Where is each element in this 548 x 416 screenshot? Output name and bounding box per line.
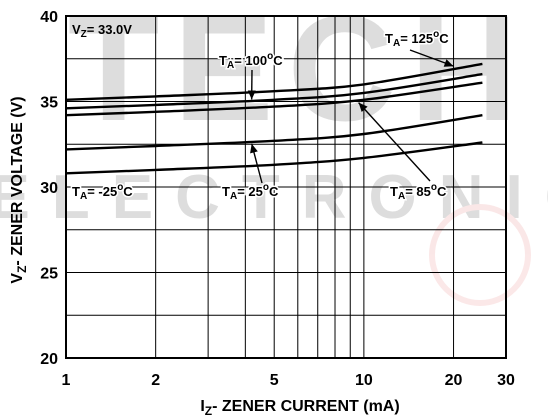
temp-label-85-unit: C [437, 184, 447, 199]
x-axis-title: IZ- ZENER CURRENT (mA) [200, 398, 399, 416]
watermark-line1: TECH [68, 0, 532, 152]
x-axis-title-rest: - ZENER CURRENT (mA) [212, 398, 400, 415]
temp-label-25-main: T [222, 184, 230, 199]
series-lines [65, 62, 483, 175]
temp-label-125: TA= 125oC [385, 29, 449, 49]
temp-label-85-deg: o [431, 182, 437, 193]
plot-frame [65, 15, 507, 359]
vz-label: VZ= 33.0V [72, 22, 132, 40]
temperature-labels: TA= -25oC TA= 25oC TA= 85oC TA= 100oC TA… [71, 28, 451, 204]
temp-label-m25-deg: o [117, 182, 123, 193]
temp-label-85: TA= 85oC [390, 182, 447, 202]
temp-label-125-sub: A [393, 38, 400, 49]
annotation-arrow-head [250, 143, 258, 154]
temp-label-25-unit: C [269, 184, 279, 199]
temp-label-85-main: T [390, 184, 398, 199]
temp-label-100-main: T [219, 53, 227, 68]
annotation-arrow-head [358, 102, 368, 112]
grid [66, 16, 506, 358]
x-tick-label: 10 [355, 372, 373, 389]
temp-label-100-deg: o [267, 51, 273, 62]
x-tick-label: 20 [445, 372, 463, 389]
y-axis-title: VZ- ZENER VOLTAGE (V) [9, 96, 29, 283]
temp-label-125-main: T [385, 31, 393, 46]
vz-label-main: V [72, 22, 81, 37]
temp-label-85-sub: A [398, 191, 405, 202]
y-tick-labels: 20 25 30 35 40 [40, 9, 58, 368]
annotation-arrow-head [247, 90, 256, 100]
y-tick-label: 35 [40, 95, 58, 112]
y-axis-title-sub: Z [15, 266, 29, 273]
annotation-arrows [247, 49, 454, 184]
temp-label-m25-rest: = -25 [87, 184, 117, 199]
temp-label-125-rest: = 125 [400, 31, 433, 46]
watermark-circle-mark [429, 204, 531, 306]
y-tick-label: 25 [40, 266, 58, 283]
series-line [65, 72, 483, 110]
temp-label-25: TA= 25oC [222, 182, 279, 202]
vz-label-sub: Z [81, 29, 87, 40]
y-axis-title-rest: - ZENER VOLTAGE (V) [9, 96, 26, 265]
temp-label-100-sub: A [227, 60, 234, 71]
temp-label-100-rest: = 100 [234, 53, 267, 68]
x-axis-title-sub: Z [205, 404, 212, 416]
x-tick-label: 2 [151, 372, 160, 389]
x-tick-labels: 1 2 5 10 20 30 [62, 372, 515, 389]
temp-label-85-rest: = 85 [405, 184, 431, 199]
vz-label-rest: = 33.0V [87, 22, 133, 37]
x-axis-title-main: I [200, 398, 204, 415]
y-tick-label: 30 [40, 180, 58, 197]
temp-label-m25-sub: A [80, 191, 87, 202]
series-line [65, 114, 483, 151]
temp-label-25-deg: o [263, 182, 269, 193]
series-line [65, 62, 483, 101]
temp-label-100: TA= 100oC [219, 51, 283, 71]
series-line [65, 81, 483, 117]
annotation-arrow-line [358, 102, 431, 182]
temp-label-100-unit: C [273, 53, 283, 68]
temp-label-25-sub: A [230, 191, 237, 202]
temp-label-125-deg: o [433, 29, 439, 40]
y-tick-label: 40 [40, 9, 58, 26]
x-tick-label: 1 [62, 372, 71, 389]
x-tick-label: 30 [497, 372, 515, 389]
x-tick-label: 5 [270, 372, 279, 389]
series-line [65, 141, 483, 175]
temp-label-m25-main: T [72, 184, 80, 199]
y-tick-label: 20 [40, 351, 58, 368]
temp-label-m25: TA= -25oC [72, 182, 133, 202]
temp-label-125-unit: C [439, 31, 449, 46]
y-axis-title-main: V [9, 273, 26, 284]
temp-label-m25-unit: C [123, 184, 133, 199]
temp-label-25-rest: = 25 [237, 184, 263, 199]
annotation-arrow-head [443, 59, 454, 67]
